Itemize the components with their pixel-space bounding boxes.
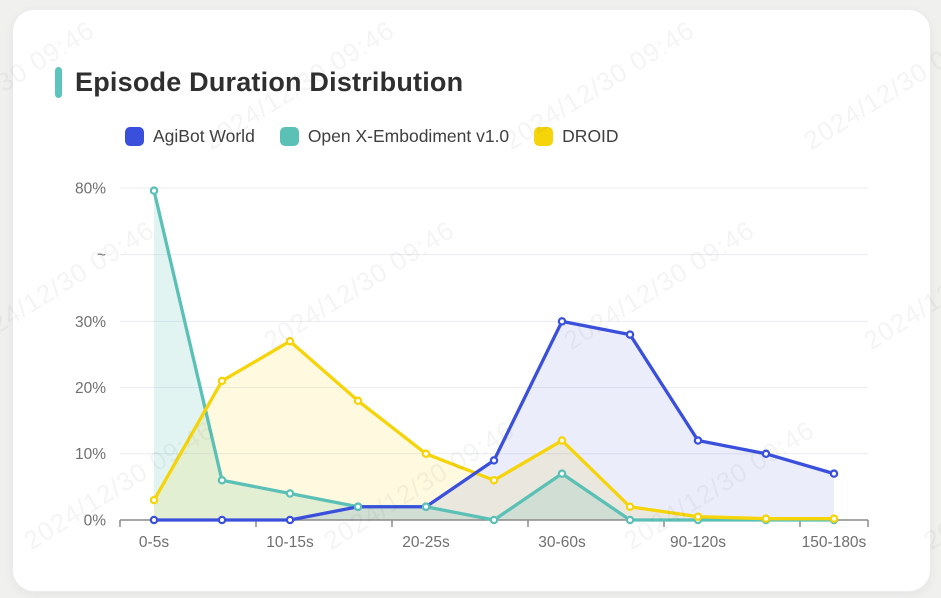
data-point-marker[interactable] <box>489 515 499 525</box>
x-axis-label: 10-15s <box>266 534 314 551</box>
y-axis-label: ~ <box>97 247 106 264</box>
chart-title: Episode Duration Distribution <box>75 66 464 97</box>
data-point-marker[interactable] <box>489 476 499 485</box>
data-point-marker[interactable] <box>829 469 839 478</box>
data-point-marker[interactable] <box>149 495 159 505</box>
card-header: Episode Duration Distribution <box>55 64 463 100</box>
x-axis-label: 90-120s <box>670 534 726 551</box>
data-point-marker[interactable] <box>149 186 159 195</box>
data-point-marker[interactable] <box>489 456 499 465</box>
x-axis-label: 0-5s <box>139 534 169 551</box>
data-point-marker[interactable] <box>625 502 635 512</box>
y-axis-label: 0% <box>84 512 107 529</box>
data-point-marker[interactable] <box>217 376 227 386</box>
data-point-marker[interactable] <box>421 449 431 459</box>
y-axis-label: 20% <box>75 380 106 397</box>
x-axis-label: 30-60s <box>538 534 586 551</box>
title-accent-bar <box>55 66 62 98</box>
data-point-marker[interactable] <box>557 469 567 478</box>
series-area-2 <box>154 190 834 520</box>
data-point-marker[interactable] <box>353 502 363 512</box>
legend-swatch-icon <box>279 126 299 146</box>
data-point-marker[interactable] <box>285 515 295 525</box>
x-axis-label: 20-25s <box>402 534 450 551</box>
y-axis-label: 30% <box>75 314 106 331</box>
legend-label: AgiBot World <box>153 125 255 146</box>
x-axis-label: 150-180s <box>802 534 867 551</box>
y-axis-label: 10% <box>75 446 106 463</box>
data-point-marker[interactable] <box>761 449 771 459</box>
legend-item-open-x-embodiment[interactable]: Open X-Embodiment v1.0 <box>279 125 510 147</box>
legend-item-agibot-world[interactable]: AgiBot World <box>125 126 255 147</box>
data-point-marker[interactable] <box>693 512 703 521</box>
data-point-marker[interactable] <box>761 514 771 523</box>
chart-card: Episode Duration Distribution AgiBot Wor… <box>12 9 931 592</box>
legend-item-droid[interactable]: DROID <box>534 125 619 147</box>
data-point-marker[interactable] <box>217 476 227 485</box>
data-point-marker[interactable] <box>557 436 567 445</box>
data-point-marker[interactable] <box>421 502 431 512</box>
y-axis-label: 80% <box>75 180 106 197</box>
series-area-3 <box>154 341 834 520</box>
data-point-marker[interactable] <box>625 330 635 339</box>
legend-swatch-icon <box>534 126 554 146</box>
data-point-marker[interactable] <box>693 436 703 445</box>
legend-swatch-icon <box>125 126 144 146</box>
series-area-1 <box>154 321 834 520</box>
data-point-marker[interactable] <box>829 514 839 523</box>
data-point-marker[interactable] <box>285 489 295 498</box>
data-point-marker[interactable] <box>625 515 635 525</box>
data-point-marker[interactable] <box>353 396 363 406</box>
legend-label: DROID <box>562 125 619 146</box>
data-point-marker[interactable] <box>285 336 295 346</box>
data-point-marker[interactable] <box>149 515 159 525</box>
data-point-marker[interactable] <box>557 317 567 326</box>
chart-legend: AgiBot World Open X-Embodiment v1.0 DROI… <box>125 124 619 148</box>
legend-label: Open X-Embodiment v1.0 <box>307 125 510 146</box>
data-point-marker[interactable] <box>217 515 227 525</box>
